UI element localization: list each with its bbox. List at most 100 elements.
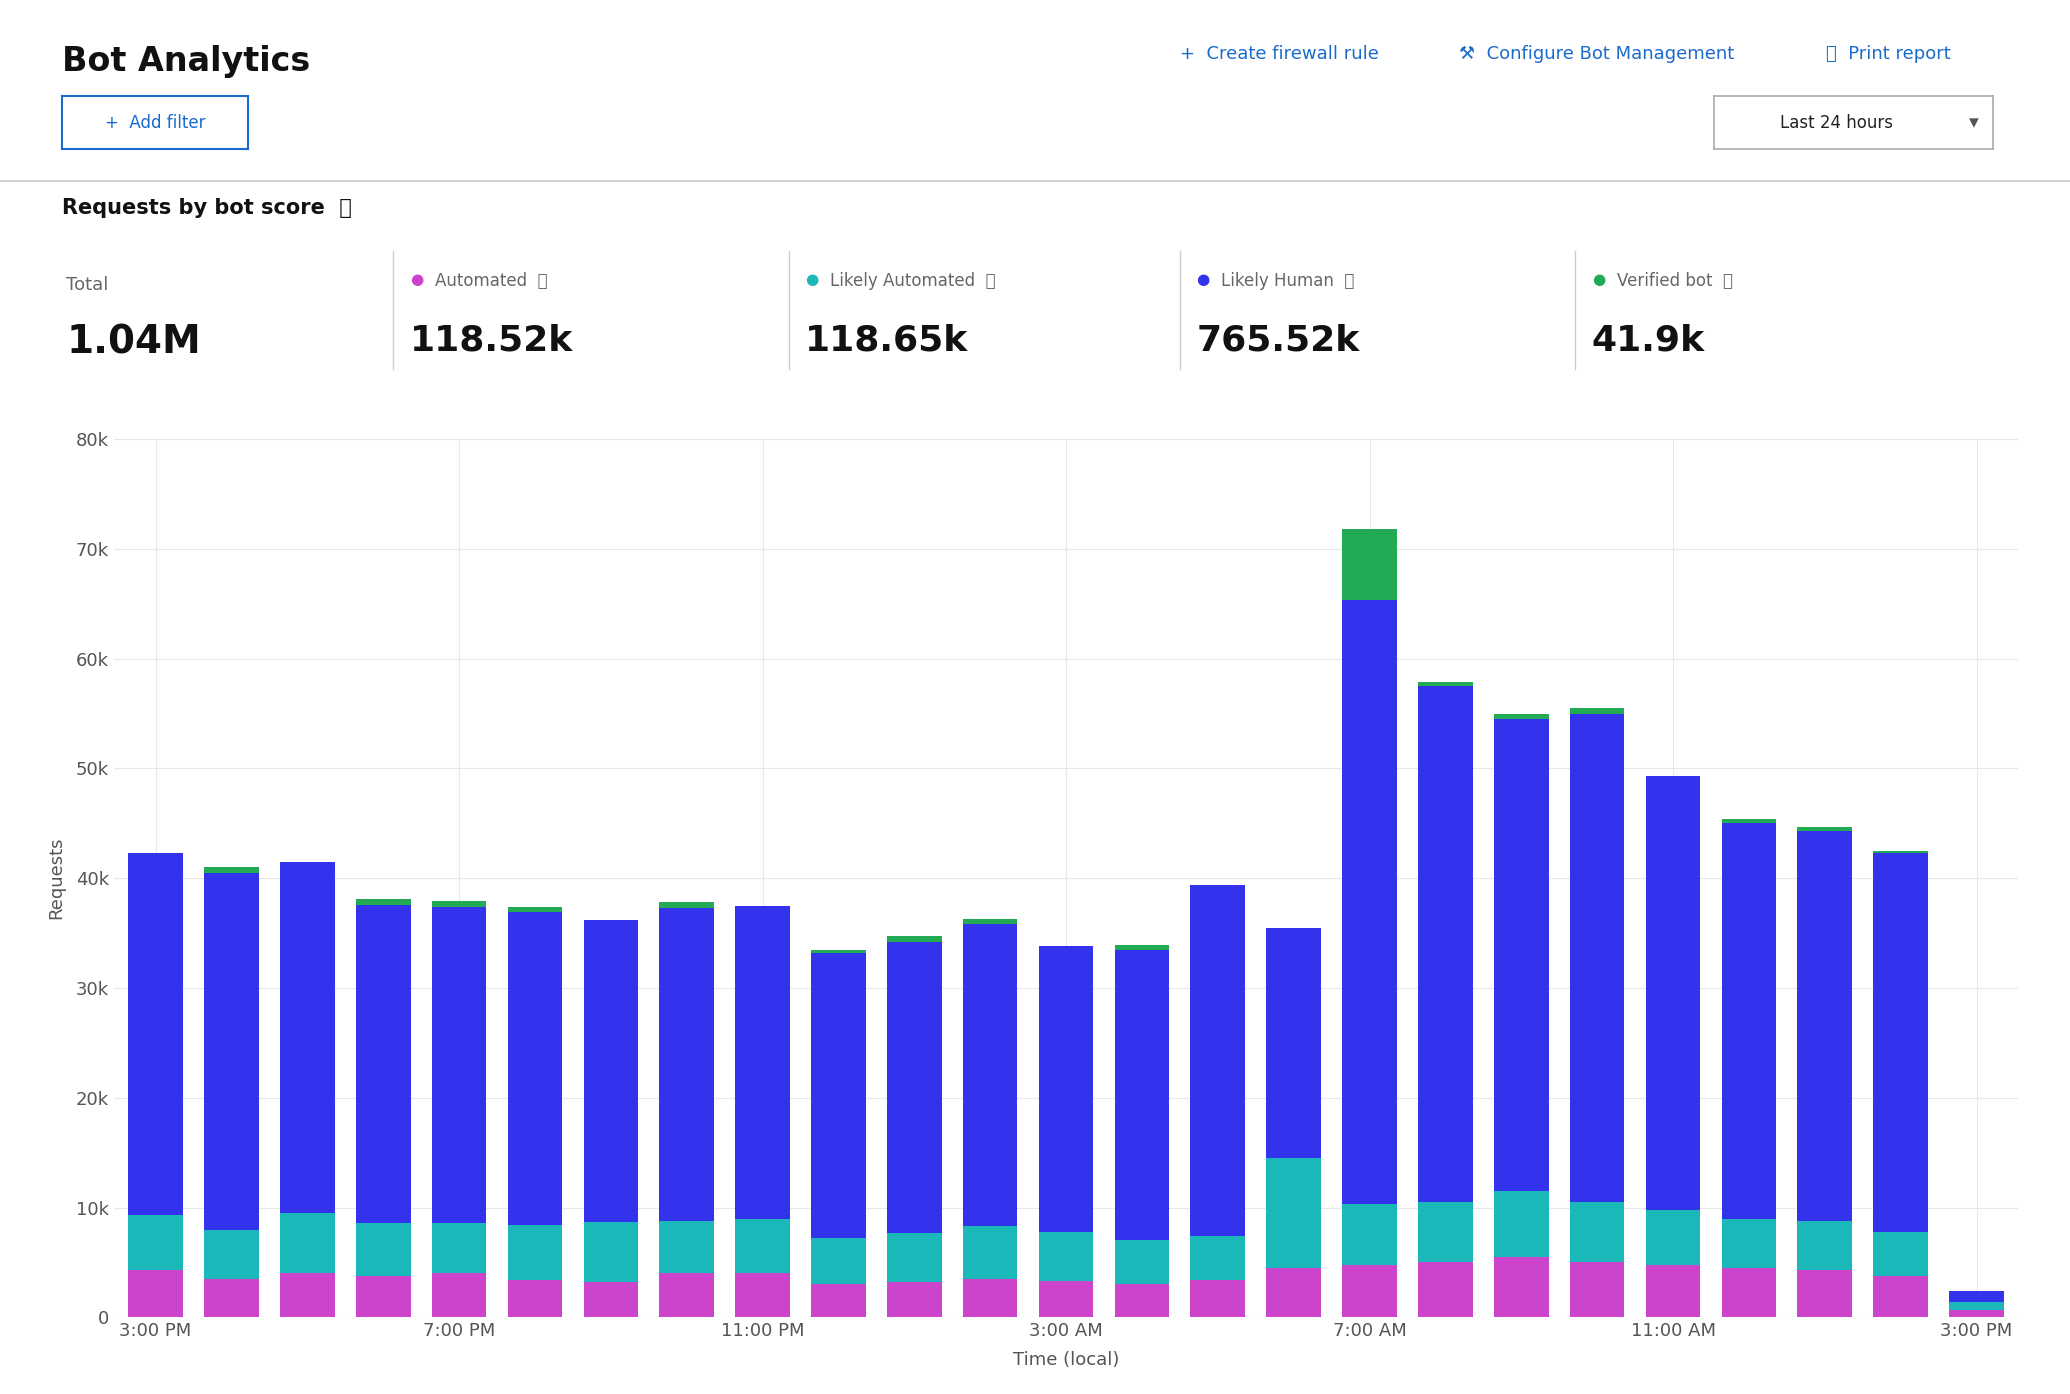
Text: 765.52k: 765.52k [1196, 323, 1360, 357]
Bar [1569, 714, 1625, 1202]
Bar [1341, 601, 1397, 1204]
Bar [660, 1221, 714, 1274]
Bar [1190, 1236, 1246, 1280]
Bar [1418, 1263, 1472, 1317]
Bar [886, 937, 942, 942]
Bar [886, 942, 942, 1232]
Bar [433, 902, 486, 906]
Text: ⚒  Configure Bot Management: ⚒ Configure Bot Management [1459, 45, 1735, 63]
Bar [1722, 1269, 1776, 1317]
Bar [1267, 1269, 1321, 1317]
Bar [1190, 885, 1246, 1236]
Bar [1114, 1284, 1170, 1317]
Bar [1797, 831, 1853, 1221]
Bar [584, 920, 638, 1221]
Bar [1722, 818, 1776, 824]
Bar [1495, 1190, 1548, 1257]
Bar [1114, 945, 1170, 949]
Bar [356, 899, 410, 905]
Bar [279, 1274, 335, 1317]
Bar [279, 861, 335, 1213]
Y-axis label: Requests: Requests [48, 836, 64, 920]
Bar [1569, 708, 1625, 714]
Bar [1797, 827, 1853, 831]
Bar [1646, 1210, 1699, 1264]
Bar [1873, 1232, 1927, 1276]
Bar [1039, 1232, 1093, 1281]
Text: Automated  ⓘ: Automated ⓘ [435, 272, 546, 290]
Bar [1873, 853, 1927, 1232]
Text: ●: ● [410, 272, 422, 287]
Text: ●: ● [1196, 272, 1209, 287]
Bar [811, 953, 865, 1238]
Bar [1341, 1204, 1397, 1264]
Bar [1267, 927, 1321, 1158]
Text: +  Create firewall rule: + Create firewall rule [1180, 45, 1379, 63]
Bar [1341, 530, 1397, 601]
Bar [811, 1238, 865, 1284]
Bar [584, 1221, 638, 1282]
Bar [963, 924, 1018, 1227]
Bar [356, 1276, 410, 1317]
Bar [660, 1274, 714, 1317]
Text: ▾: ▾ [1969, 113, 1979, 132]
Bar [1495, 719, 1548, 1190]
Bar [1950, 1302, 2004, 1309]
Bar [205, 1230, 259, 1278]
Text: Requests by bot score  ⓘ: Requests by bot score ⓘ [62, 198, 352, 217]
Text: 41.9k: 41.9k [1592, 323, 1706, 357]
Text: Last 24 hours: Last 24 hours [1780, 114, 1894, 131]
Bar [1646, 776, 1699, 1210]
Bar [1418, 1202, 1472, 1263]
Bar [507, 1280, 563, 1317]
Text: 118.65k: 118.65k [805, 323, 969, 357]
Text: 🖨  Print report: 🖨 Print report [1826, 45, 1950, 63]
Bar [963, 1227, 1018, 1278]
Bar [433, 906, 486, 1223]
Text: 118.52k: 118.52k [410, 323, 573, 357]
Text: Total: Total [66, 276, 108, 294]
Bar [811, 1284, 865, 1317]
Text: Bot Analytics: Bot Analytics [62, 45, 310, 78]
Bar [1039, 947, 1093, 1232]
Bar [1722, 824, 1776, 1218]
Bar [1950, 1309, 2004, 1317]
Bar [735, 1274, 791, 1317]
Bar [1114, 1241, 1170, 1284]
Bar [886, 1282, 942, 1317]
Bar [1267, 1158, 1321, 1269]
Bar [128, 1216, 182, 1270]
Bar [1495, 714, 1548, 719]
Text: Verified bot  ⓘ: Verified bot ⓘ [1617, 272, 1733, 290]
Bar [1495, 1257, 1548, 1317]
Bar [811, 949, 865, 953]
Bar [1190, 1280, 1246, 1317]
Bar [433, 1223, 486, 1274]
Bar [507, 906, 563, 912]
Bar [507, 912, 563, 1225]
Bar [128, 853, 182, 1216]
Text: Likely Automated  ⓘ: Likely Automated ⓘ [830, 272, 996, 290]
Text: Likely Human  ⓘ: Likely Human ⓘ [1221, 272, 1354, 290]
Bar [1646, 1264, 1699, 1317]
Bar [886, 1232, 942, 1282]
Text: +  Add filter: + Add filter [106, 114, 205, 131]
Bar [356, 1223, 410, 1276]
Bar [1039, 1281, 1093, 1317]
Bar [1722, 1218, 1776, 1269]
Bar [1418, 682, 1472, 686]
Bar [1873, 850, 1927, 853]
Bar [660, 902, 714, 907]
Bar [507, 1225, 563, 1280]
Bar [1569, 1202, 1625, 1263]
Bar [128, 1270, 182, 1317]
Bar [584, 1282, 638, 1317]
Bar [963, 1278, 1018, 1317]
Bar [1418, 686, 1472, 1202]
Bar [660, 907, 714, 1221]
X-axis label: Time (local): Time (local) [1012, 1351, 1120, 1369]
Bar [279, 1213, 335, 1274]
Bar [1797, 1270, 1853, 1317]
Bar [1569, 1263, 1625, 1317]
Bar [1341, 1264, 1397, 1317]
